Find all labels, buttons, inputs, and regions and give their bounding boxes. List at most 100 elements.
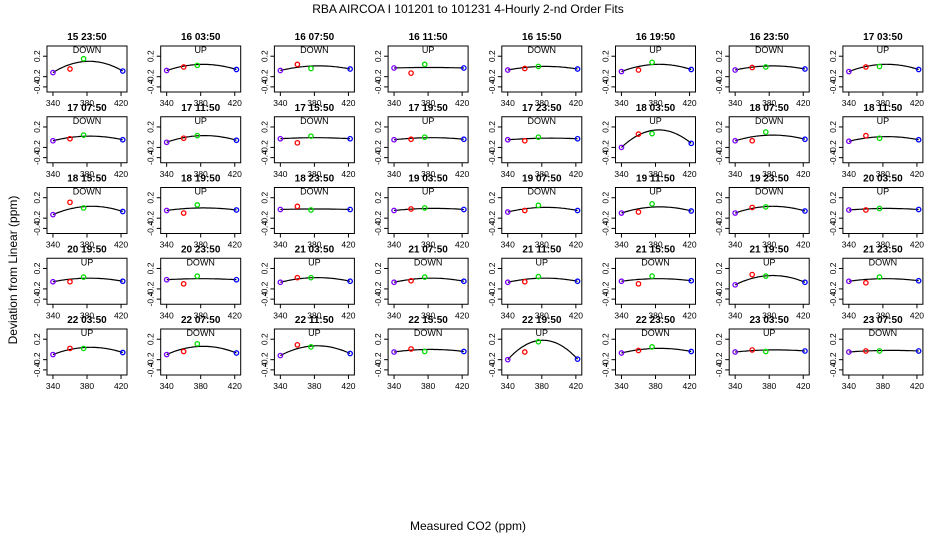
panel: 22 23:50 DOWN 340 380 420 0.2 -0.2-0.4 <box>601 315 697 391</box>
data-point <box>762 273 769 279</box>
panel-title: 20 03:50 <box>863 174 903 185</box>
fit-curve <box>166 278 237 281</box>
data-point <box>749 204 756 211</box>
data-point <box>194 202 201 208</box>
panel: 19 07:50 DOWN 340 380 420 0.2 -0.2-0.4 <box>487 174 583 250</box>
x-tick-label: 420 <box>455 98 469 108</box>
x-tick-label: 380 <box>648 310 662 320</box>
x-tick-label: 380 <box>535 240 549 250</box>
y-tick-label: -0.4 <box>259 79 269 94</box>
data-point <box>347 278 353 285</box>
fit-curve <box>394 348 464 353</box>
data-point <box>180 280 187 287</box>
x-tick-label: 420 <box>228 240 242 250</box>
y-tick-label: -0.4 <box>259 150 269 165</box>
panel-mode-label: UP <box>81 328 94 338</box>
data-point <box>421 274 428 281</box>
panel-title: 18 15:50 <box>67 174 107 185</box>
fit-curve <box>280 208 351 211</box>
y-tick-label: -0.2 <box>373 140 383 155</box>
data-point <box>688 277 695 284</box>
x-tick-label: 340 <box>842 98 856 108</box>
y-tick-label: 0.2 <box>373 121 383 133</box>
y-tick-label: -0.4 <box>146 292 156 307</box>
y-tick-label: -0.2 <box>487 211 497 226</box>
data-point <box>732 67 739 73</box>
y-tick-label: -0.4 <box>32 362 42 377</box>
data-point <box>180 135 187 142</box>
y-tick-label: -0.4 <box>487 221 497 236</box>
y-tick-label: -0.2 <box>259 211 269 226</box>
data-point <box>749 271 756 278</box>
y-tick-label: 0.2 <box>601 50 611 62</box>
panel-title: 19 03:50 <box>408 174 448 185</box>
y-tick-label: -0.2 <box>146 69 156 84</box>
x-tick-label: 340 <box>614 381 628 391</box>
panel-mode-label: DOWN <box>869 257 898 267</box>
x-tick-label: 420 <box>910 169 924 179</box>
fit-curve <box>280 137 351 140</box>
x-tick-label: 340 <box>501 310 515 320</box>
x-tick-label: 420 <box>341 98 355 108</box>
x-tick-label: 380 <box>535 169 549 179</box>
data-point <box>688 140 695 147</box>
data-point <box>635 67 642 73</box>
data-point <box>67 199 73 206</box>
x-tick-label: 380 <box>762 240 776 250</box>
panel-mode-label: DOWN <box>869 328 898 338</box>
data-point <box>802 66 808 72</box>
fit-curve <box>280 345 351 357</box>
y-tick-label: -0.2 <box>828 211 838 226</box>
x-tick-label: 420 <box>228 310 242 320</box>
data-point <box>915 136 922 143</box>
y-tick-label: 0.2 <box>601 192 611 204</box>
panel-mode-label: UP <box>422 45 435 55</box>
x-tick-label: 380 <box>648 381 662 391</box>
panel-mode-label: UP <box>194 45 207 55</box>
y-tick-label: 0.2 <box>146 121 156 133</box>
panel-mode-label: UP <box>649 187 662 197</box>
x-tick-label: 380 <box>648 98 662 108</box>
x-tick-label: 420 <box>910 381 924 391</box>
x-tick-label: 380 <box>876 98 890 108</box>
x-tick-label: 420 <box>455 240 469 250</box>
y-tick-label: 0.2 <box>373 192 383 204</box>
data-point <box>67 278 73 285</box>
fit-curve <box>393 277 464 283</box>
data-point <box>846 207 852 213</box>
y-tick-label: -0.4 <box>146 221 156 236</box>
data-point <box>749 64 756 71</box>
data-point <box>863 279 869 286</box>
data-point <box>876 274 883 281</box>
fit-curve <box>52 277 123 283</box>
panel: 22 07:50 DOWN 340 380 420 0.2 -0.2-0.4 <box>146 315 242 391</box>
x-tick-label: 420 <box>682 169 696 179</box>
panel-title: 16 23:50 <box>749 32 789 43</box>
data-point <box>574 66 581 72</box>
panel-mode-label: DOWN <box>755 116 784 126</box>
fit-curve <box>394 137 464 141</box>
y-tick-label: -0.4 <box>828 362 838 377</box>
data-point <box>80 345 87 352</box>
x-tick-label: 420 <box>114 240 128 250</box>
data-point <box>876 63 883 70</box>
panel-mode-label: DOWN <box>73 45 102 55</box>
panel: 18 23:50 DOWN 340 380 420 0.2 -0.2-0.4 <box>259 174 355 250</box>
data-point <box>521 137 528 144</box>
data-point <box>618 210 625 216</box>
y-tick-label: -0.2 <box>146 211 156 226</box>
x-tick-label: 420 <box>114 169 128 179</box>
x-tick-label: 340 <box>501 169 515 179</box>
panel: 20 19:50 UP 340 380 420 0.2 -0.2-0.4 <box>32 244 128 320</box>
panel-mode-label: UP <box>422 116 435 126</box>
data-point <box>574 278 581 285</box>
y-tick-label: -0.4 <box>714 150 724 165</box>
y-tick-label: -0.4 <box>601 292 611 307</box>
y-tick-label: 0.2 <box>146 50 156 62</box>
x-tick-label: 380 <box>648 169 662 179</box>
data-point <box>119 68 126 74</box>
x-tick-label: 380 <box>80 169 94 179</box>
x-tick-label: 340 <box>160 169 174 179</box>
data-point <box>119 208 126 215</box>
x-tick-label: 420 <box>569 310 583 320</box>
